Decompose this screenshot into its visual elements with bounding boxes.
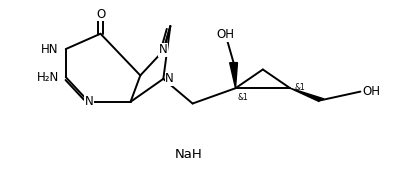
Text: OH: OH — [362, 85, 380, 98]
Text: H₂N: H₂N — [37, 71, 59, 84]
Text: O: O — [96, 8, 105, 21]
Text: &1: &1 — [237, 93, 248, 102]
Text: OH: OH — [217, 28, 235, 41]
Text: N: N — [84, 95, 93, 108]
Text: HN: HN — [41, 43, 59, 56]
Polygon shape — [230, 63, 237, 88]
Text: N: N — [159, 43, 168, 56]
Text: N: N — [165, 72, 174, 85]
Text: &1: &1 — [295, 83, 306, 92]
Text: NaH: NaH — [175, 148, 202, 161]
Polygon shape — [290, 88, 324, 101]
